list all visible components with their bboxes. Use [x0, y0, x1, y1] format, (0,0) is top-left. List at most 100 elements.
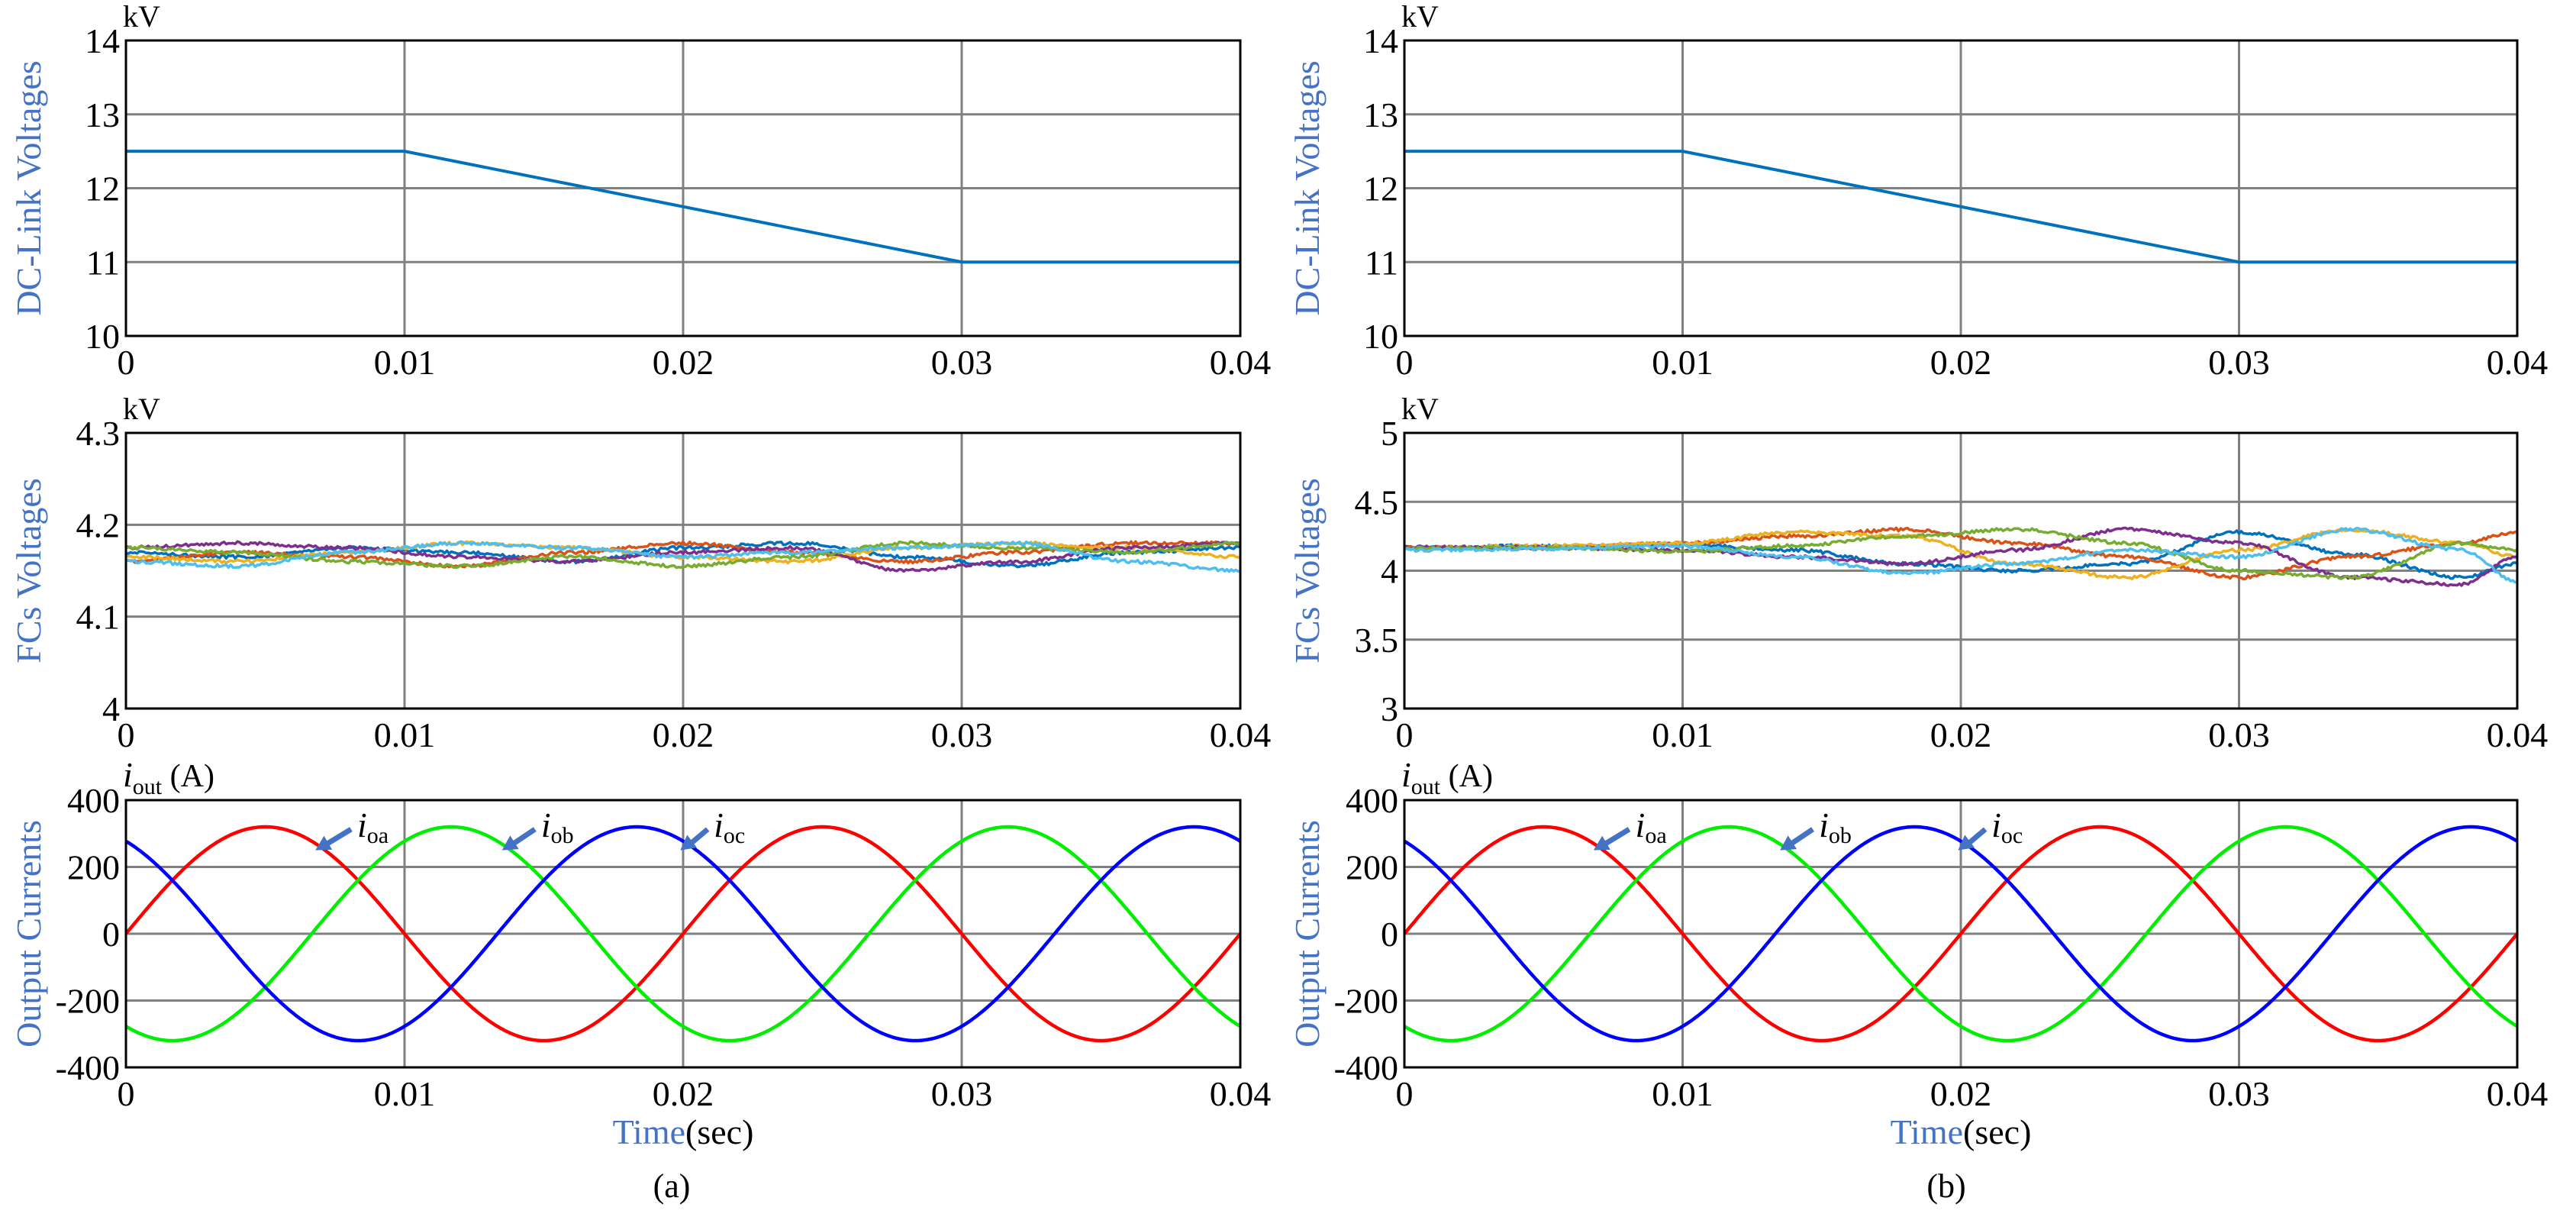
x-tick-label: 0.01: [1652, 343, 1714, 382]
plot-area: [126, 540, 1240, 573]
y-tick-label: 13: [1363, 95, 1398, 134]
x-tick-label: 0.02: [1930, 1074, 1992, 1113]
y-axis-label: DC-Link Voltages: [1288, 60, 1327, 315]
annotation-label-ob: iob: [541, 805, 574, 848]
y-tick-label: 10: [1363, 317, 1398, 356]
plot-frame: [1403, 39, 2519, 337]
series-FC6: [1404, 526, 2517, 584]
y-axis-label: Output Currents: [9, 820, 48, 1048]
x-tick-label: 0.01: [374, 1074, 436, 1113]
chart-b-fc: 0 0.01 0.02 0.03 0.04 3 3.5 4 4.5 5kV FCs Voltages: [1288, 392, 2548, 754]
annotation-symbol: i: [541, 805, 551, 844]
y-tick-label: 4: [1381, 552, 1398, 591]
y-tick-label: 10: [85, 317, 120, 356]
y-tick-label: -400: [1334, 1048, 1398, 1087]
plot-frame: [124, 431, 1242, 710]
series-ioa: [126, 825, 1240, 1043]
x-axis-label-main: Time: [613, 1112, 685, 1151]
unit-subscript: out: [1411, 774, 1441, 799]
y-tick-label: 4: [102, 689, 120, 728]
x-tick-label: 0.01: [374, 343, 436, 382]
x-tick-label: 0.01: [374, 715, 436, 754]
unit-label: kV: [123, 0, 160, 34]
plot-frame: [1403, 799, 2519, 1069]
y-tick-label: 5: [1381, 414, 1398, 453]
y-tick-label: 0: [1381, 915, 1398, 954]
y-axis-label: Output Currents: [1288, 820, 1327, 1048]
y-tick-label: 12: [1363, 169, 1398, 208]
x-tick-label: 0.03: [931, 1074, 993, 1113]
chart-a-fc: 0 0.01 0.02 0.03 0.04 4 4.1 4.2 4.3kV FCs Voltage…: [9, 392, 1271, 754]
annotation-label-oa: ioa: [1636, 805, 1667, 848]
y-axis-label: DC-Link Voltages: [9, 60, 48, 315]
x-tick-label: 0.02: [653, 1074, 714, 1113]
x-axis-label: Time(sec): [1891, 1112, 2032, 1151]
x-tick-label: 0.04: [2487, 343, 2549, 382]
x-tick-label: 0.03: [931, 715, 993, 754]
annotation-subscript: oc: [724, 823, 745, 848]
y-tick-label: 12: [85, 169, 120, 208]
y-tick-label: 13: [85, 95, 120, 134]
annotation-label-ob: iob: [1819, 805, 1852, 848]
x-tick-label: 0.04: [1210, 1074, 1272, 1113]
annotation-arrow-head: [501, 835, 519, 851]
unit-label: kV: [123, 392, 160, 426]
y-tick-label: -200: [56, 982, 120, 1021]
unit-symbol: i: [1401, 755, 1411, 794]
x-tick-label: 0: [118, 1074, 135, 1113]
annotation-symbol: i: [1991, 805, 2001, 844]
plot-area: [1404, 526, 2517, 587]
annotation-subscript: oc: [2001, 823, 2023, 848]
x-tick-label: 0.04: [1210, 715, 1272, 754]
unit-label: kV: [1401, 0, 1439, 34]
x-axis-label-main: Time: [1891, 1112, 1963, 1151]
annotation-symbol: i: [714, 805, 724, 844]
series-Vdc: [1404, 150, 2517, 264]
y-tick-label: 4.3: [76, 414, 121, 453]
x-tick-label: 0.04: [1210, 343, 1272, 382]
y-tick-label: 400: [1346, 781, 1398, 820]
plot-area: [1404, 825, 2517, 1043]
annotation-symbol: i: [357, 805, 367, 844]
y-tick-label: 400: [67, 781, 120, 820]
x-tick-label: 0.01: [1652, 1074, 1714, 1113]
plot-area: [1404, 150, 2517, 264]
series-ioc: [1404, 825, 2517, 1043]
y-tick-label: 200: [1346, 848, 1398, 887]
y-tick-label: 4.2: [76, 505, 121, 544]
plot-frame: [1403, 431, 2519, 710]
annotation-label-oc: ioc: [1991, 805, 2023, 848]
y-tick-label: 14: [85, 21, 120, 60]
x-tick-label: 0: [118, 715, 135, 754]
y-tick-label: 11: [86, 243, 120, 282]
unit-symbol: i: [123, 755, 133, 794]
unit-subscript: out: [133, 774, 163, 799]
x-tick-label: 0: [118, 343, 135, 382]
series-ioa: [1404, 825, 2517, 1043]
x-axis-label-unit: (sec): [1963, 1112, 2031, 1151]
annotation-subscript: ob: [1829, 823, 1852, 848]
annotation-subscript: oa: [367, 823, 388, 848]
annotation-subscript: oa: [1645, 823, 1666, 848]
plot-area: [126, 150, 1240, 264]
y-tick-label: 14: [1363, 21, 1398, 60]
x-tick-label: 0: [1396, 1074, 1414, 1113]
series-Vdc: [126, 150, 1240, 264]
x-tick-label: 0.02: [1930, 343, 1992, 382]
annotation-label-oa: ioa: [357, 805, 388, 848]
x-tick-label: 0.03: [931, 343, 993, 382]
x-tick-label: 0.02: [1930, 715, 1992, 754]
y-tick-label: 4.5: [1355, 483, 1399, 521]
annotation-subscript: ob: [551, 823, 574, 848]
y-tick-label: 0: [102, 915, 120, 954]
series-FC4: [126, 540, 1240, 573]
unit-label: iout (A): [1401, 755, 1493, 799]
annotation-arrow-head: [315, 835, 333, 851]
x-tick-label: 0: [1396, 715, 1414, 754]
y-tick-label: -200: [1334, 982, 1398, 1021]
